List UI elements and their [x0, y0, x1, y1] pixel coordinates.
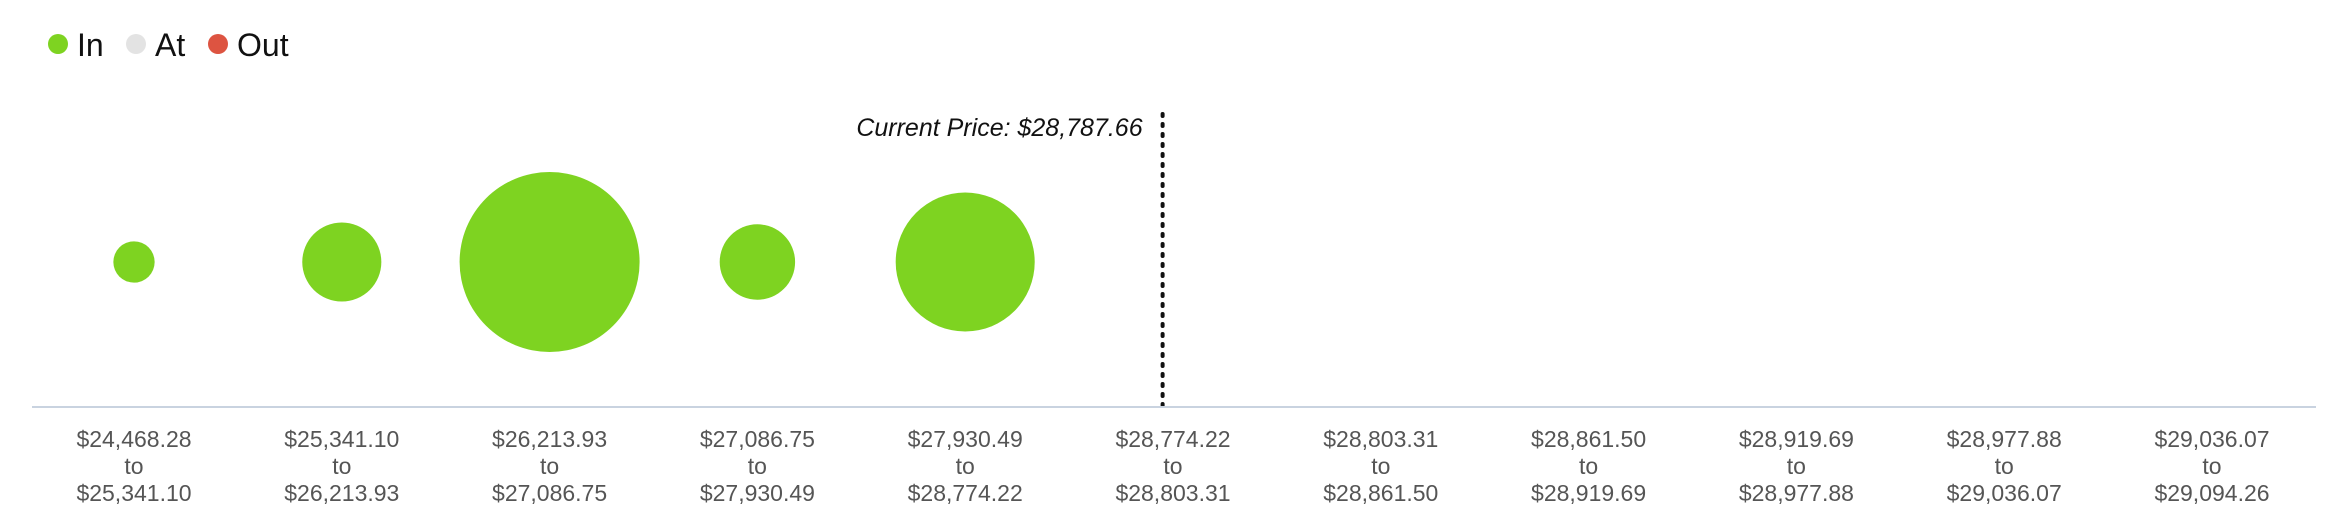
tick-label-connector: to: [1579, 453, 1598, 479]
bubble-in-1: [302, 222, 382, 302]
tick-label-from: $28,919.69: [1739, 426, 1854, 452]
legend-label-out: Out: [237, 27, 289, 63]
legend: In At Out: [48, 27, 289, 63]
tick-label-from: $29,036.07: [2154, 426, 2269, 452]
tick-label-to: $28,774.22: [908, 480, 1023, 506]
legend-label-at: At: [155, 27, 185, 63]
tick-label-connector: to: [956, 453, 975, 479]
bubble-layer: [113, 172, 1035, 352]
tick-label-from: $28,861.50: [1531, 426, 1646, 452]
tick-label-connector: to: [1163, 453, 1182, 479]
tick-label-connector: to: [2202, 453, 2221, 479]
tick-label-to: $28,977.88: [1739, 480, 1854, 506]
tick-label-from: $25,341.10: [284, 426, 399, 452]
legend-marker-in: [48, 34, 68, 54]
tick-label-to: $28,861.50: [1323, 480, 1438, 506]
bubble-in-3: [719, 224, 796, 300]
tick-label-connector: to: [540, 453, 559, 479]
legend-label-in: In: [77, 27, 104, 63]
bubble-in-4: [895, 192, 1035, 332]
bubble-in-2: [459, 172, 640, 352]
tick-label-connector: to: [1995, 453, 2014, 479]
tick-label-to: $28,803.31: [1115, 480, 1230, 506]
legend-marker-out: [208, 34, 228, 54]
tick-label-to: $27,086.75: [492, 480, 607, 506]
current-price-label: Current Price: $28,787.66: [856, 114, 1142, 142]
x-axis: $24,468.28to$25,341.10$25,341.10to$26,21…: [32, 406, 2316, 506]
tick-label-from: $26,213.93: [492, 426, 607, 452]
tick-label-to: $28,919.69: [1531, 480, 1646, 506]
tick-label-to: $29,094.26: [2154, 480, 2269, 506]
legend-marker-at: [126, 34, 146, 54]
tick-label-to: $27,930.49: [700, 480, 815, 506]
tick-label-connector: to: [124, 453, 143, 479]
bubble-in-0: [113, 241, 155, 283]
tick-label-from: $28,977.88: [1947, 426, 2062, 452]
tick-label-from: $24,468.28: [76, 426, 191, 452]
current-price-marker-layer: Current Price: $28,787.66: [856, 112, 1165, 409]
tick-label-to: $26,213.93: [284, 480, 399, 506]
tick-label-connector: to: [1787, 453, 1806, 479]
tick-label-connector: to: [332, 453, 351, 479]
tick-label-from: $28,803.31: [1323, 426, 1438, 452]
tick-label-to: $25,341.10: [76, 480, 191, 506]
tick-label-connector: to: [1371, 453, 1390, 479]
tick-label-from: $27,930.49: [908, 426, 1023, 452]
tick-label-connector: to: [748, 453, 767, 479]
tick-label-from: $27,086.75: [700, 426, 815, 452]
tick-label-to: $29,036.07: [1947, 480, 2062, 506]
tick-label-from: $28,774.22: [1115, 426, 1230, 452]
